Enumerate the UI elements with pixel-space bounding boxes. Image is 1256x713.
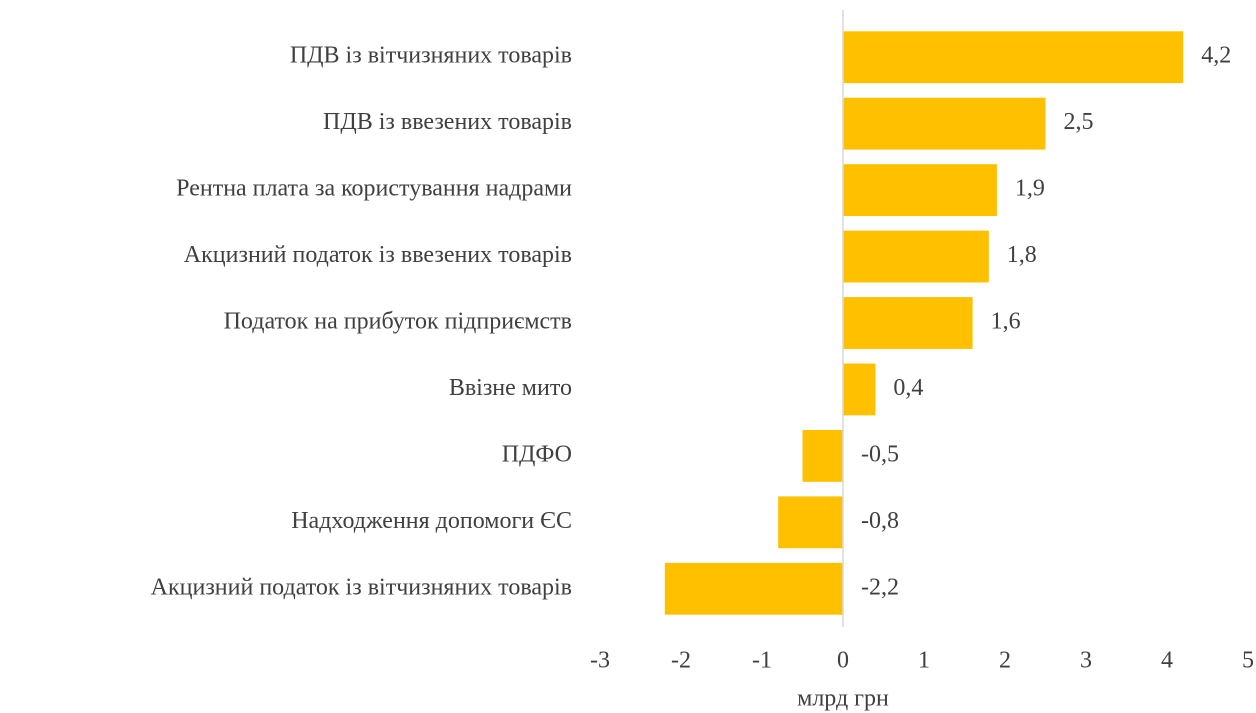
x-tick-label: 5 [1242,648,1254,674]
x-tick-label: 1 [918,648,930,674]
bar [843,363,876,416]
bar [843,297,973,349]
x-tick-label: 0 [837,648,849,674]
x-tick-label: -1 [752,648,772,674]
bar [843,164,997,217]
y-tick-label: Акцизний податок із вітчизняних товарів [151,574,572,600]
data-label: 1,8 [1007,242,1037,268]
x-tick-label: 4 [1161,648,1173,674]
y-tick-label: Ввізне мито [449,375,572,401]
x-tick-label: -2 [671,648,691,674]
bar [778,496,843,549]
data-label: -0,8 [861,508,899,534]
data-label: -0,5 [861,441,899,467]
data-label: 1,6 [991,309,1021,335]
y-tick-label: Надходження допомоги ЄС [291,508,572,534]
y-tick-label: Податок на прибуток підприємств [224,309,572,335]
bar [664,562,843,615]
bar [843,97,1046,150]
y-tick-label: Акцизний податок із ввезених товарів [184,242,572,268]
data-label: 1,9 [1015,176,1045,202]
y-tick-label: ПДФО [502,441,572,467]
y-tick-label: ПДВ із ввезених товарів [323,109,572,135]
y-tick-label: ПДВ із вітчизняних товарів [290,43,572,69]
x-tick-label: -3 [590,648,610,674]
x-tick-label: 2 [999,648,1011,674]
bar [843,230,989,283]
x-tick-label: 3 [1080,648,1092,674]
data-label: -2,2 [861,574,899,600]
data-label: 2,5 [1064,109,1094,135]
data-label: 0,4 [893,375,923,401]
bar [802,429,843,482]
data-label: 4,2 [1201,43,1231,69]
x-axis-title: млрд грн [797,686,889,712]
y-tick-label: Рентна плата за користування надрами [176,176,572,202]
bar [843,31,1184,84]
